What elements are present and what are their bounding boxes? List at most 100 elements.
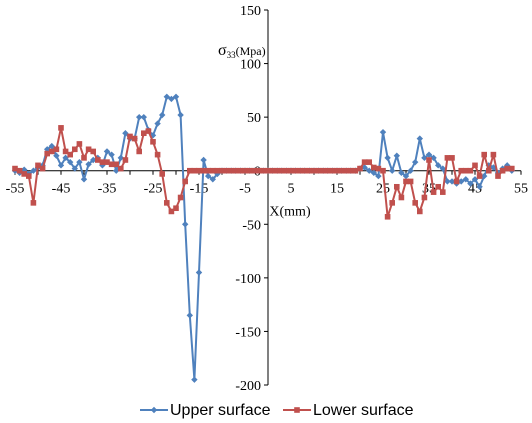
data-point bbox=[99, 159, 106, 165]
data-point bbox=[481, 172, 488, 180]
data-point bbox=[159, 111, 166, 119]
x-tick-label: -25 bbox=[144, 182, 163, 197]
data-point bbox=[297, 167, 303, 174]
data-point bbox=[325, 167, 331, 174]
data-point bbox=[186, 312, 193, 319]
y-tick-label: 150 bbox=[240, 4, 261, 19]
data-point bbox=[72, 146, 78, 153]
data-point bbox=[127, 133, 133, 140]
legend-entry: Upper surface bbox=[140, 402, 271, 419]
data-point bbox=[481, 151, 487, 158]
data-point bbox=[348, 167, 354, 174]
data-point bbox=[486, 167, 492, 174]
data-point bbox=[62, 154, 69, 162]
data-point bbox=[311, 167, 317, 174]
data-point bbox=[458, 167, 464, 174]
data-point bbox=[329, 167, 336, 174]
data-point bbox=[141, 130, 147, 137]
data-point bbox=[154, 120, 161, 127]
data-point bbox=[173, 205, 179, 212]
legend-entry: Lower surface bbox=[283, 402, 414, 419]
data-point bbox=[306, 167, 313, 174]
x-axis: -55 -45 -35 -25 -15 -5 5 15 25 35 45 55 bbox=[6, 170, 528, 197]
data-point bbox=[35, 162, 41, 169]
data-point bbox=[246, 167, 253, 174]
x-tick-label: 15 bbox=[330, 182, 344, 197]
data-point bbox=[223, 167, 230, 174]
data-point bbox=[338, 167, 345, 174]
data-point bbox=[159, 171, 165, 177]
data-point bbox=[90, 156, 97, 164]
data-point bbox=[242, 167, 248, 174]
data-point bbox=[435, 183, 441, 190]
x-tick-label: -55 bbox=[6, 182, 25, 197]
data-point bbox=[426, 157, 432, 163]
data-point bbox=[136, 148, 142, 155]
data-point bbox=[380, 167, 386, 174]
data-point bbox=[251, 167, 257, 174]
data-point bbox=[467, 180, 474, 187]
data-point bbox=[283, 167, 290, 174]
data-point bbox=[462, 176, 469, 183]
data-point bbox=[21, 166, 28, 173]
data-point bbox=[370, 169, 377, 177]
data-point bbox=[294, 407, 300, 413]
data-point bbox=[448, 178, 456, 185]
y-tick-label: -100 bbox=[235, 272, 261, 287]
data-point bbox=[228, 167, 234, 174]
data-point bbox=[76, 141, 83, 147]
y-tick-label: -150 bbox=[235, 325, 261, 340]
data-point bbox=[366, 159, 372, 165]
data-point bbox=[67, 151, 73, 158]
data-point bbox=[495, 173, 501, 179]
data-point bbox=[352, 167, 359, 174]
data-point bbox=[150, 138, 156, 145]
x-tick-label: -45 bbox=[52, 182, 71, 197]
data-point bbox=[472, 162, 478, 169]
data-point bbox=[205, 172, 212, 180]
data-point bbox=[417, 208, 423, 215]
data-point bbox=[490, 151, 497, 158]
data-point bbox=[490, 164, 497, 171]
legend-label: Lower surface bbox=[313, 402, 414, 419]
data-point bbox=[187, 167, 193, 174]
y-axis-title: σ33(Mpa) bbox=[218, 42, 266, 60]
legend: Upper surface Lower surface bbox=[140, 402, 414, 419]
data-point bbox=[214, 167, 221, 174]
data-point bbox=[412, 158, 419, 166]
data-point bbox=[85, 161, 92, 168]
data-point bbox=[453, 178, 460, 185]
data-point bbox=[113, 167, 120, 174]
y-tick-label: -200 bbox=[235, 379, 261, 394]
data-point bbox=[53, 152, 60, 159]
data-point bbox=[136, 113, 143, 121]
data-point bbox=[265, 167, 271, 174]
data-point bbox=[71, 165, 78, 172]
data-point bbox=[154, 151, 161, 158]
data-point bbox=[279, 167, 285, 174]
data-point bbox=[458, 178, 465, 185]
x-tick-label: 25 bbox=[376, 182, 390, 197]
data-point bbox=[499, 167, 506, 174]
x-tick-label: -5 bbox=[239, 182, 251, 197]
data-point bbox=[196, 167, 202, 174]
data-point bbox=[288, 167, 294, 174]
data-point bbox=[67, 158, 74, 166]
series-line bbox=[14, 95, 513, 381]
data-point bbox=[21, 171, 27, 177]
data-point bbox=[131, 135, 138, 142]
data-point bbox=[81, 155, 87, 161]
data-point bbox=[315, 167, 322, 174]
data-point bbox=[379, 128, 387, 136]
data-point bbox=[421, 194, 428, 201]
data-point bbox=[274, 167, 280, 174]
data-point bbox=[361, 159, 368, 165]
data-point bbox=[366, 167, 373, 174]
data-point bbox=[320, 167, 326, 174]
data-point bbox=[260, 167, 267, 174]
data-point bbox=[53, 146, 60, 153]
y-tick-label: 100 bbox=[240, 58, 261, 73]
data-point bbox=[150, 406, 158, 414]
data-point bbox=[389, 167, 396, 174]
data-point bbox=[26, 173, 32, 179]
